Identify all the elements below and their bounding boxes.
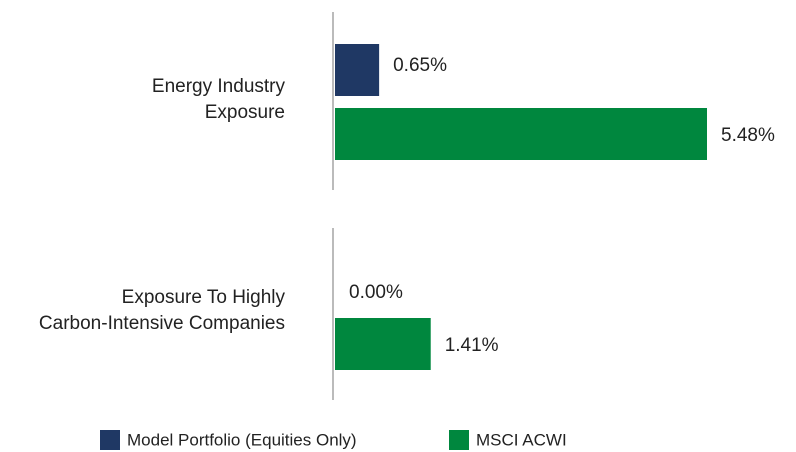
legend-label: MSCI ACWI (476, 430, 567, 449)
value-label: 1.41% (445, 335, 499, 356)
bar (335, 108, 707, 160)
legend-swatch (449, 430, 469, 450)
value-label: 0.00% (349, 282, 403, 303)
bar (335, 318, 431, 370)
category-label: Exposure To Highly (122, 287, 286, 308)
legend-swatch (100, 430, 120, 450)
category-label: Exposure (205, 102, 285, 123)
value-label: 0.65% (393, 55, 447, 76)
value-label: 5.48% (721, 125, 775, 146)
legend-label: Model Portfolio (Equities Only) (127, 430, 357, 449)
bar (335, 44, 380, 96)
category-label: Energy Industry (152, 76, 286, 97)
category-label: Carbon-Intensive Companies (39, 313, 285, 334)
